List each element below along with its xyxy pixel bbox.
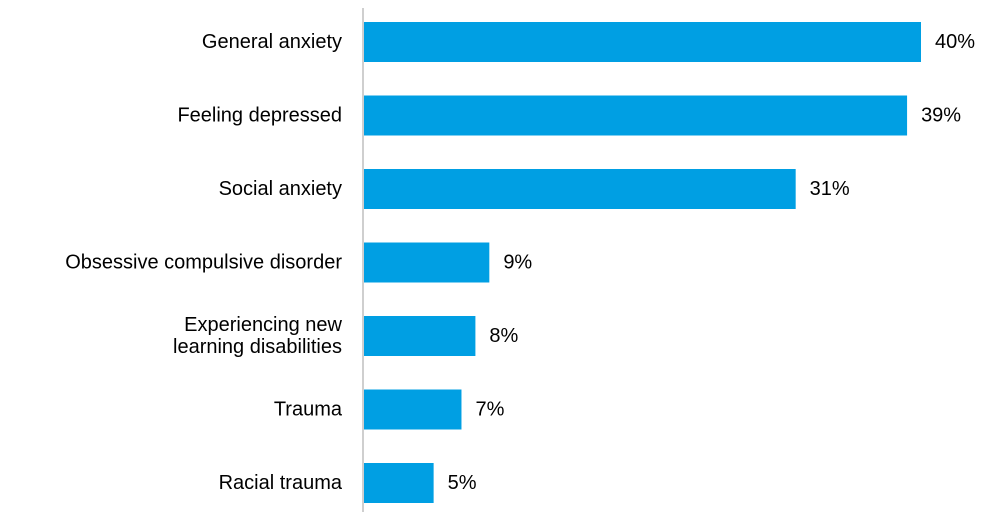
category-label-3: Obsessive compulsive disorder bbox=[65, 252, 342, 274]
bar-1 bbox=[364, 95, 908, 136]
category-label-5: Trauma bbox=[274, 399, 343, 421]
value-labels-group: 40% 39% 31% 9% 8% 7% 5% bbox=[448, 31, 976, 494]
category-label-2: Social anxiety bbox=[219, 178, 342, 200]
category-label-4-line-1: learning disabilities bbox=[173, 336, 342, 358]
bar-2 bbox=[364, 169, 796, 209]
value-label-6: 5% bbox=[448, 472, 477, 494]
bar-3 bbox=[364, 242, 490, 283]
bar-0 bbox=[364, 22, 921, 62]
category-label-6: Racial trauma bbox=[219, 472, 343, 494]
category-labels-group: General anxiety Feeling depressed Social a… bbox=[65, 31, 343, 494]
bar-5 bbox=[364, 389, 462, 430]
value-label-0: 40% bbox=[935, 31, 975, 53]
category-label-1: Feeling depressed bbox=[177, 105, 342, 127]
value-label-1: 39% bbox=[921, 105, 961, 127]
bars-group bbox=[364, 22, 921, 503]
value-label-5: 7% bbox=[475, 399, 504, 421]
bar-4 bbox=[364, 316, 476, 356]
value-label-2: 31% bbox=[810, 178, 850, 200]
bar-6 bbox=[364, 463, 434, 503]
category-label-4-line-0: Experiencing new bbox=[184, 314, 342, 336]
value-label-3: 9% bbox=[503, 252, 532, 274]
value-label-4: 8% bbox=[489, 325, 518, 347]
category-label-0: General anxiety bbox=[202, 31, 342, 53]
